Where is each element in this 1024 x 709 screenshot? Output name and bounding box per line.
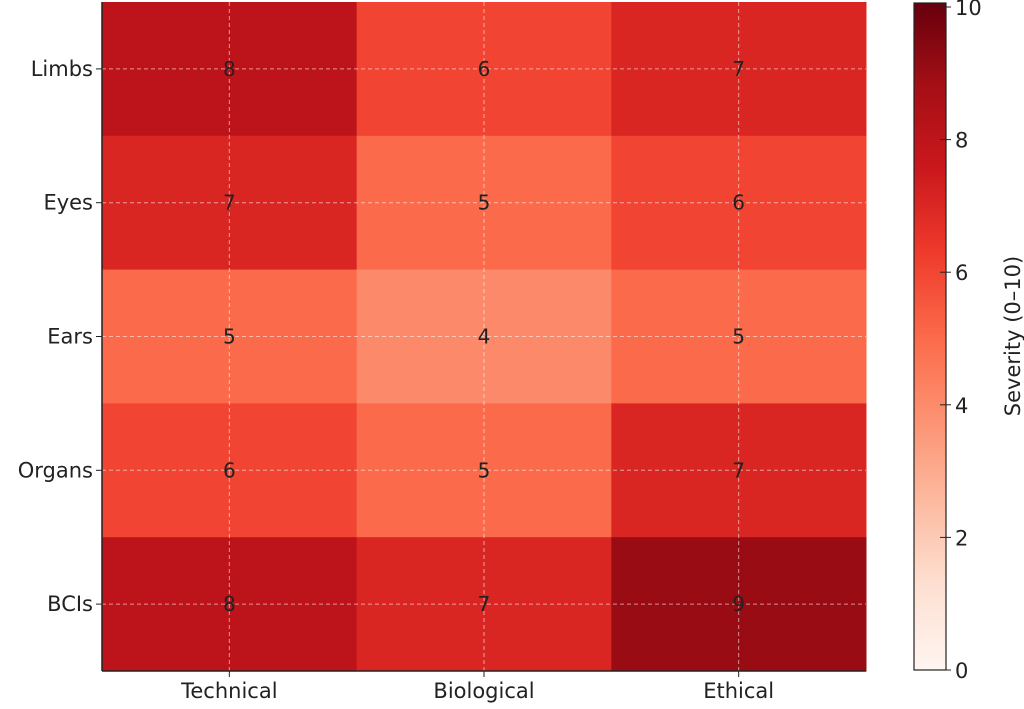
colorbar-tick-label: 10 (955, 0, 982, 20)
x-tick-label: Ethical (703, 679, 774, 703)
grid-lines (102, 2, 866, 671)
y-tick-label: BCIs (47, 592, 93, 616)
cell-value-label: 7 (732, 458, 745, 482)
cell-labels: 8 6 7 7 5 6 5 4 5 6 5 7 8 7 9 (223, 57, 745, 616)
cell-value-label: 6 (478, 57, 491, 81)
colorbar-tick-label: 0 (955, 659, 968, 683)
y-tick-label: Limbs (31, 57, 93, 81)
cell-value-label: 7 (478, 592, 491, 616)
cell-value-label: 6 (732, 191, 745, 215)
cell-value-label: 7 (732, 57, 745, 81)
colorbar-tick-label: 6 (955, 261, 968, 285)
cell-value-label: 9 (732, 592, 745, 616)
cell-value-label: 5 (223, 325, 236, 349)
cell-value-label: 5 (478, 191, 491, 215)
cell-value-label: 4 (478, 325, 491, 349)
cell-value-label: 7 (223, 191, 236, 215)
colorbar: Severity (0–10) 0 2 4 6 8 10 (913, 0, 1024, 683)
cell-value-label: 8 (223, 592, 236, 616)
cell-value-label: 8 (223, 57, 236, 81)
colorbar-tick-label: 2 (955, 526, 968, 550)
y-tick-label: Eyes (43, 191, 93, 215)
colorbar-tick-label: 8 (955, 129, 968, 153)
cell-value-label: 6 (223, 458, 236, 482)
cell-value-label: 5 (478, 458, 491, 482)
colorbar-gradient (913, 2, 947, 671)
colorbar-tick-label: 4 (955, 394, 968, 418)
x-tick-label: Biological (433, 679, 534, 703)
y-tick-label: Ears (47, 325, 93, 349)
y-tick-label: Organs (18, 458, 93, 482)
colorbar-label: Severity (0–10) (1001, 256, 1024, 416)
x-tick-label: Technical (180, 679, 277, 703)
axes: Technical Biological Ethical Limbs Eyes Ears O… (18, 2, 866, 703)
cell-value-label: 5 (732, 325, 745, 349)
